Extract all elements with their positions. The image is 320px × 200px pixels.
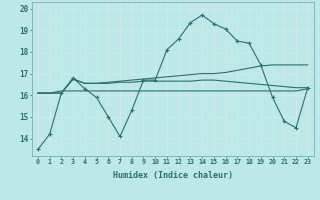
X-axis label: Humidex (Indice chaleur): Humidex (Indice chaleur) [113, 171, 233, 180]
